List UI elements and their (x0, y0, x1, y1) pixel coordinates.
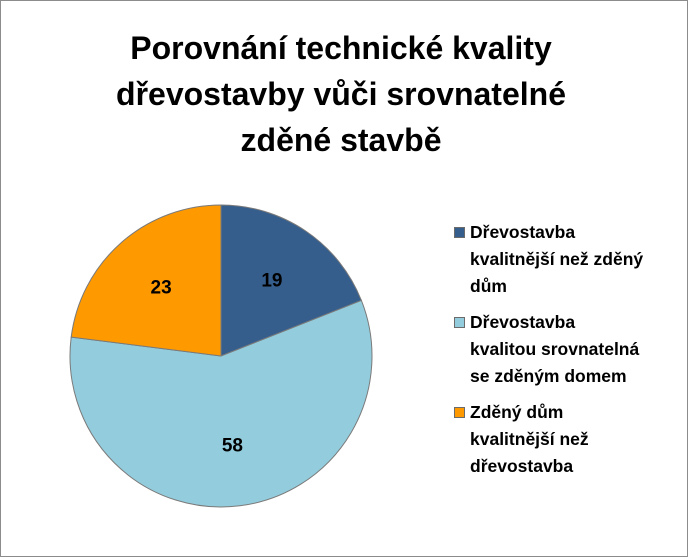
chart-title-line-2: dřevostavby vůči srovnatelné (116, 76, 566, 112)
legend-label-3: Zděný dům kvalitnější než dřevostavba (470, 399, 683, 480)
legend-swatch-2 (454, 317, 465, 328)
legend: Dřevostavba kvalitnější než zděný dům Dř… (448, 219, 683, 489)
pie-slice-label-1: 19 (261, 271, 282, 292)
legend-label-3-line-2: kvalitnější než (470, 429, 589, 449)
pie-slice-label-2: 58 (222, 435, 243, 456)
legend-item-drevostavba-srovnatelna: Dřevostavba kvalitou srovnatelná se zděn… (448, 309, 683, 390)
pie-slice-3 (70, 204, 222, 357)
legend-label-1-line-3: dům (470, 276, 507, 296)
pie-slice-label-3: 23 (151, 278, 172, 299)
legend-label-2-line-3: se zděným domem (470, 366, 627, 386)
legend-label-2: Dřevostavba kvalitou srovnatelná se zděn… (470, 309, 683, 390)
legend-label-1-line-1: Dřevostavba (470, 222, 576, 242)
legend-label-1-line-2: kvalitnější než zděný (470, 249, 644, 269)
chart-title-line-1: Porovnání technické kvality (130, 30, 552, 66)
legend-item-drevostavba-kvalitnejsi: Dřevostavba kvalitnější než zděný dům (448, 219, 683, 300)
legend-label-3-line-3: dřevostavba (470, 456, 574, 476)
pie-slice-2 (69, 299, 373, 508)
legend-swatch-3 (454, 407, 465, 418)
chart-title: Porovnání technické kvality dřevostavby … (61, 25, 621, 163)
chart-title-line-3: zděné stavbě (240, 122, 442, 158)
legend-label-2-line-1: Dřevostavba (470, 312, 576, 332)
legend-item-zdeny-dum: Zděný dům kvalitnější než dřevostavba (448, 399, 683, 480)
legend-swatch-1 (454, 227, 465, 238)
pie-slice-1 (220, 204, 363, 357)
legend-label-3-line-1: Zděný dům (470, 402, 564, 422)
legend-label-1: Dřevostavba kvalitnější než zděný dům (470, 219, 683, 300)
legend-label-2-line-2: kvalitou srovnatelná (470, 339, 640, 359)
